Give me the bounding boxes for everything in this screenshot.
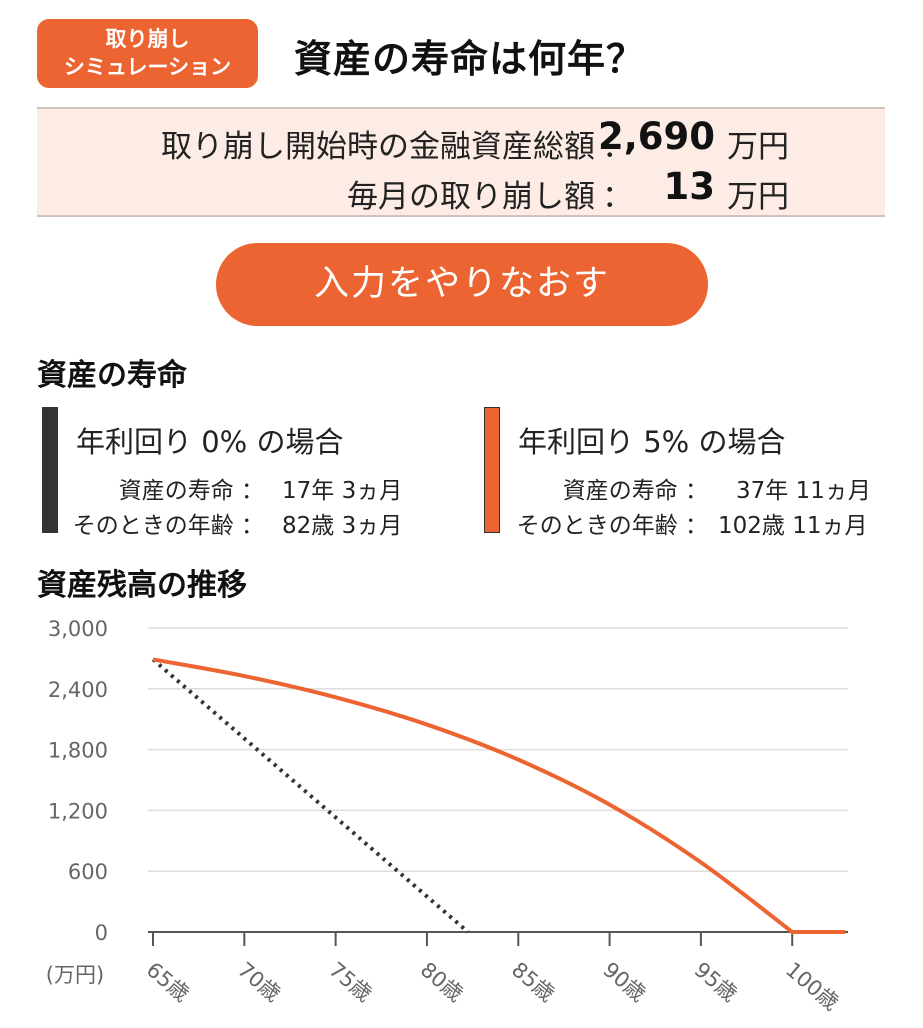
y-unit-label: (万円) [46, 963, 104, 987]
x-tick-label: 90歳 [598, 957, 650, 1006]
case-0-percent: 年利回り 0% の場合 資産の寿命 ： 17年 3ヵ月 そのときの年齢 ： 82… [42, 407, 442, 539]
case-5-percent: 年利回り 5% の場合 資産の寿命 ： 37年 11ヵ月 そのときの年齢 ： 1… [484, 407, 904, 539]
page-title: 資産の寿命は何年？ [294, 37, 646, 81]
life-value: 17年 3ヵ月 [282, 478, 403, 504]
x-tick-label: 100歳 [781, 957, 843, 1015]
summary-unit: 万円 [727, 179, 789, 215]
balance-chart: 3,000 2,400 1,800 1,200 600 0 (万円) 65歳 70歳 75歳 80歳… [0, 600, 923, 1024]
age-value: 82歳 3ヵ月 [282, 513, 403, 539]
case-heading: 年利回り 0% の場合 [76, 425, 344, 459]
simulation-badge: 取り崩し シミュレーション [37, 19, 258, 88]
y-tick-label: 1,800 [48, 739, 108, 763]
summary-value: 13 [663, 165, 716, 208]
y-tick-label: 3,000 [48, 617, 108, 641]
summary-label: 取り崩し開始時の金融資産総額 [161, 129, 595, 165]
y-tick-label: 1,200 [48, 799, 108, 823]
y-tick-label: 600 [68, 860, 108, 884]
lifespan-heading: 資産の寿命 [37, 358, 187, 393]
life-label: 資産の寿命 ： [118, 478, 264, 504]
summary-label: 毎月の取り崩し額 [347, 179, 595, 215]
x-tick-label: 80歳 [416, 957, 468, 1006]
case-color-bar [42, 407, 58, 533]
series-line-0-percent [151, 657, 470, 934]
chart-heading: 資産残高の推移 [37, 568, 247, 603]
x-tick-label: 95歳 [690, 957, 742, 1006]
x-tick-label: 85歳 [507, 957, 559, 1006]
summary-row-monthly: 毎月の取り崩し額 ： 13 万円 [37, 165, 885, 215]
y-tick-label: 0 [95, 921, 108, 945]
life-label: 資産の寿命 ： [562, 478, 708, 504]
age-label: そのときの年齢 ： [72, 513, 264, 539]
summary-row-total: 取り崩し開始時の金融資産総額 ： 2,690 万円 [37, 115, 885, 165]
life-value: 37年 11ヵ月 [736, 478, 871, 504]
case-heading: 年利回り 5% の場合 [518, 425, 786, 459]
age-value: 102歳 11ヵ月 [718, 513, 868, 539]
series-line-5-percent [152, 657, 846, 934]
balance-chart-svg: 3,000 2,400 1,800 1,200 600 0 (万円) 65歳 70歳 75歳 80歳… [46, 617, 848, 1015]
case-color-bar [484, 407, 500, 533]
summary-colon: ： [602, 129, 633, 165]
age-label: そのときの年齢 ： [516, 513, 708, 539]
badge-line-2: シミュレーション [63, 55, 232, 79]
x-tick-label: 65歳 [142, 957, 194, 1006]
x-tick-label: 70歳 [233, 957, 285, 1006]
x-tick-label: 75歳 [324, 957, 376, 1006]
summary-colon: ： [602, 179, 633, 215]
y-tick-label: 2,400 [48, 678, 108, 702]
summary-unit: 万円 [727, 129, 789, 165]
summary-box: 取り崩し開始時の金融資産総額 ： 2,690 万円 毎月の取り崩し額 ： 13 … [37, 107, 885, 217]
redo-input-button[interactable]: 入力をやりなおす [216, 243, 708, 326]
badge-line-1: 取り崩し [105, 27, 190, 51]
summary-value: 2,690 [597, 115, 715, 158]
